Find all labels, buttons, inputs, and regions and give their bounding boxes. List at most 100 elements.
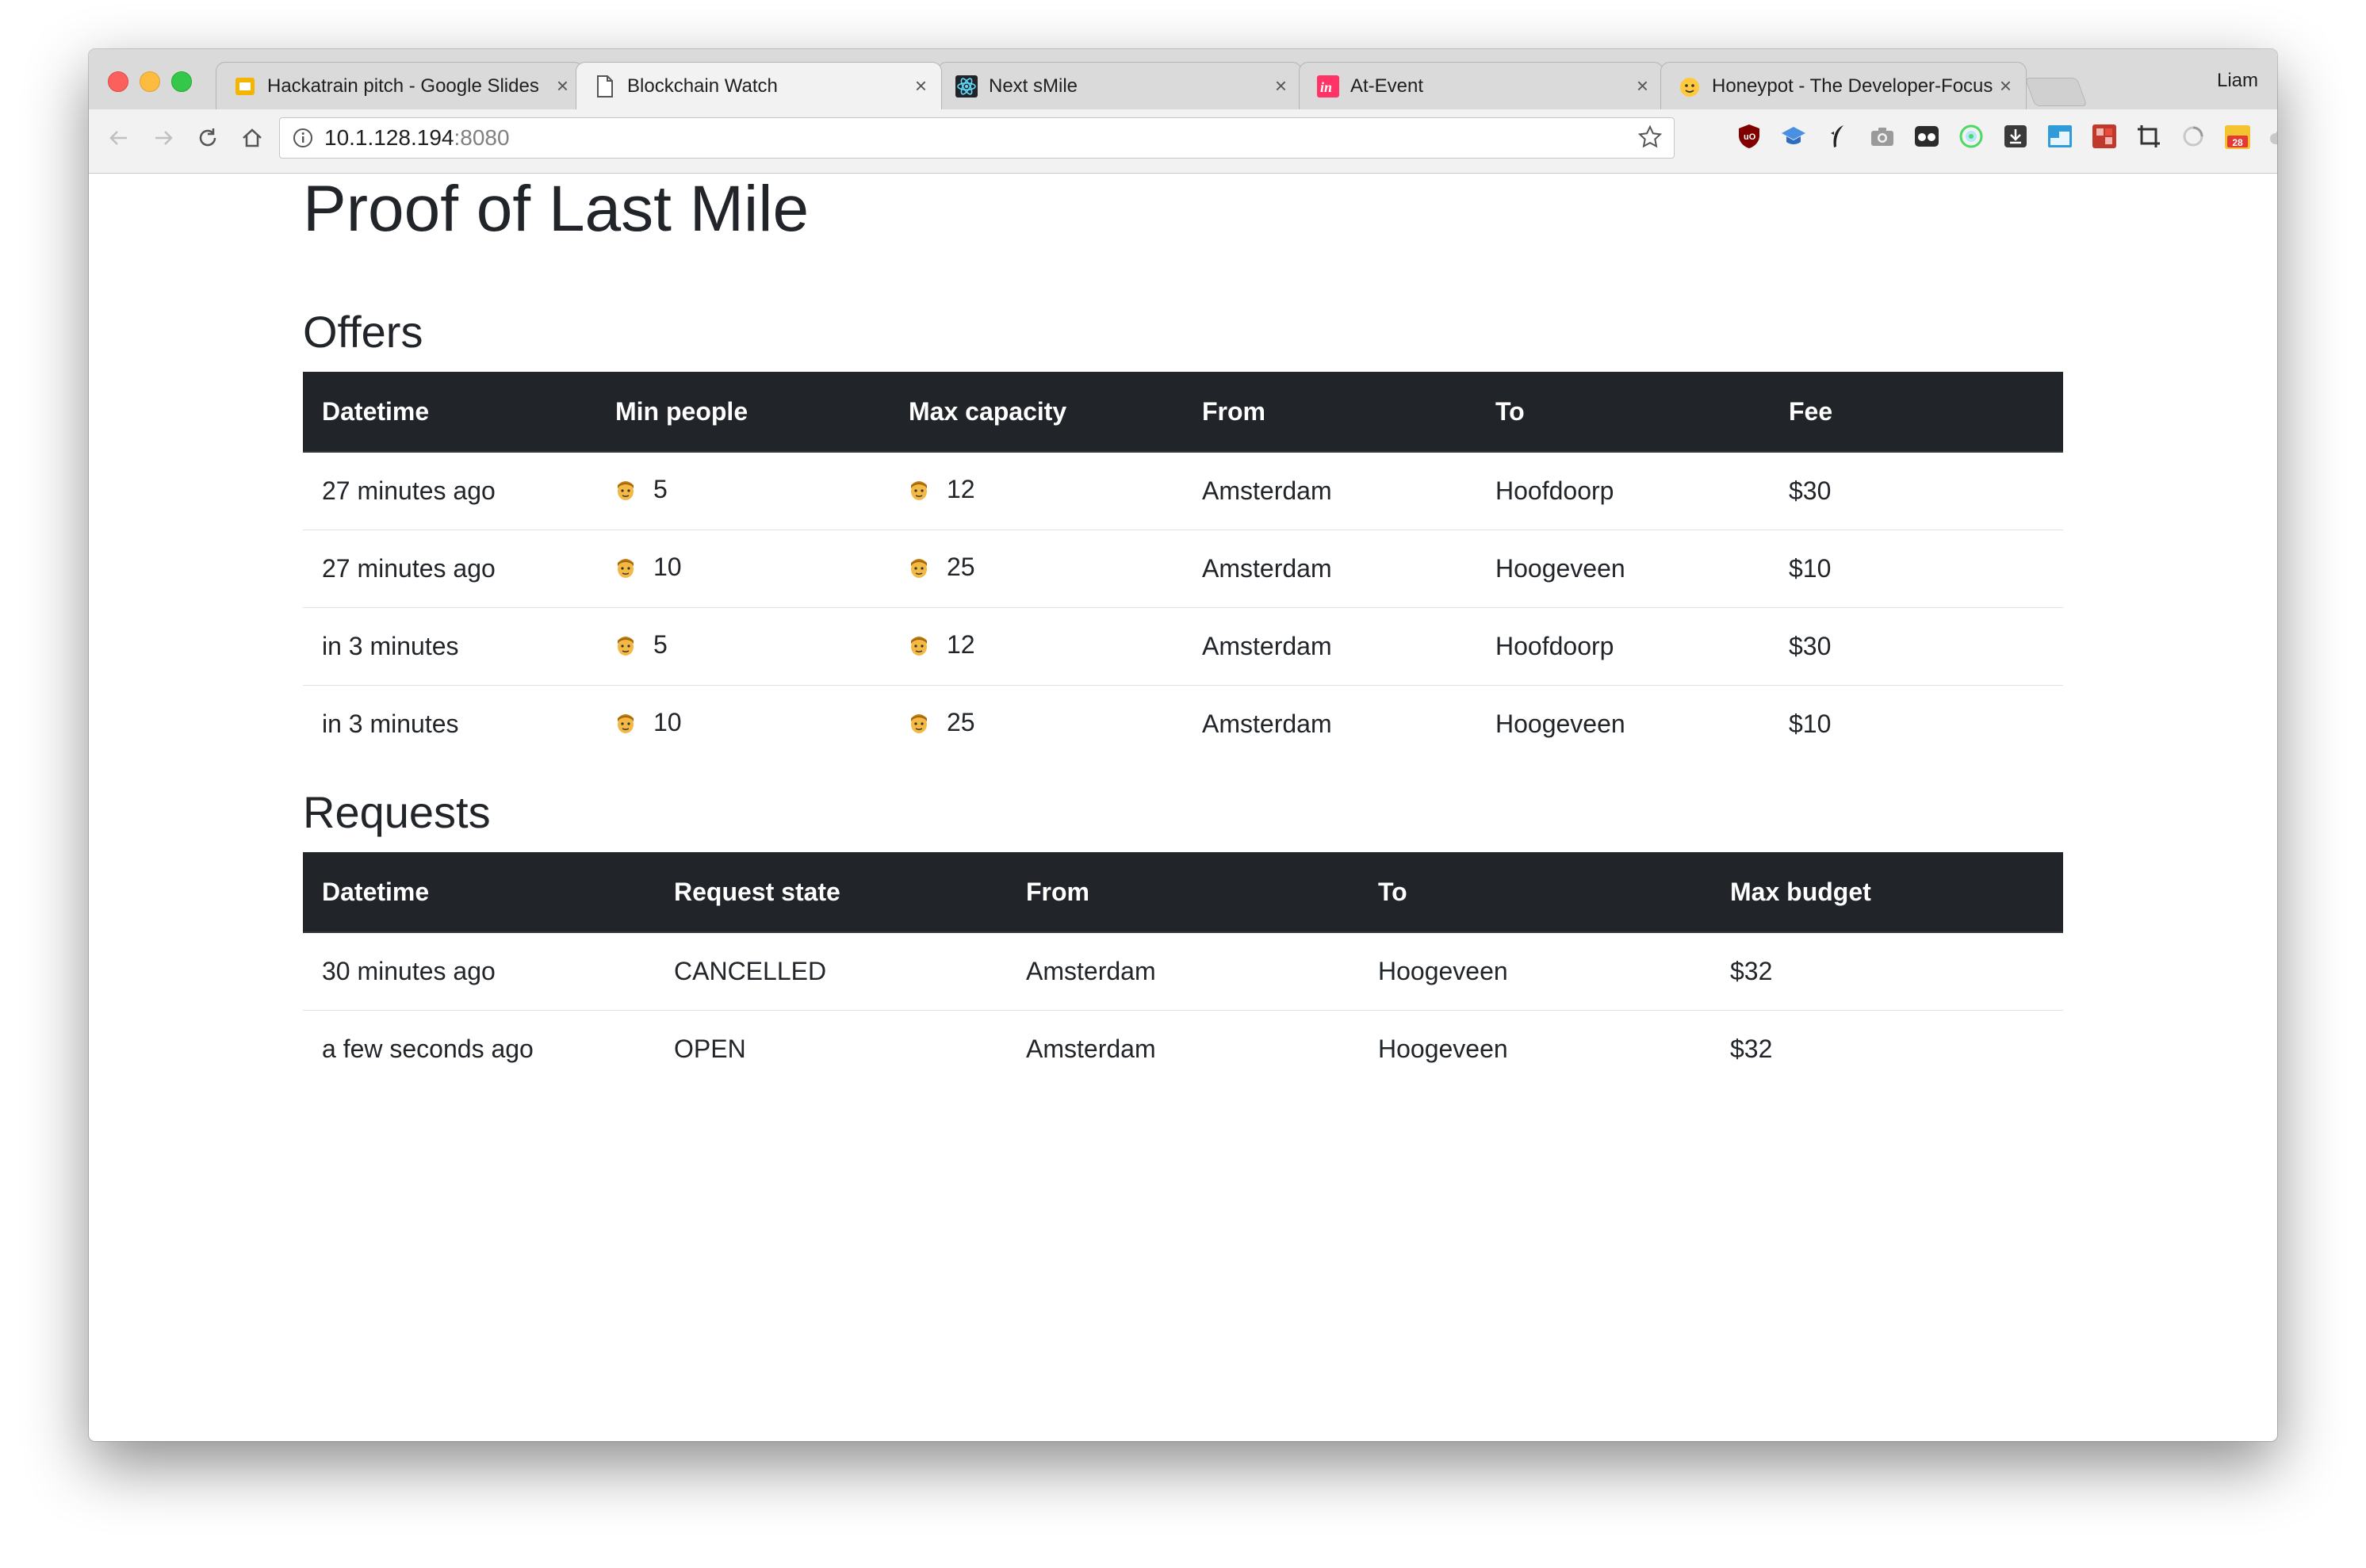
document-icon <box>594 75 616 98</box>
slides-icon <box>234 75 256 98</box>
close-window-button[interactable] <box>108 71 128 92</box>
info-icon[interactable] <box>293 128 313 148</box>
tab-label: Next sMile <box>989 75 1078 97</box>
tab-label: Hackatrain pitch - Google Slides <box>267 75 539 97</box>
ublock-icon[interactable]: uO <box>1735 122 1763 151</box>
request-state-value: CANCELLED <box>674 956 827 985</box>
svg-text:in: in <box>1320 79 1332 95</box>
graduation-cap-icon[interactable] <box>1779 122 1808 151</box>
min-people-value: 5 <box>653 474 668 503</box>
from-cell: Amsterdam <box>1007 932 1359 1010</box>
spinner-icon[interactable] <box>2179 122 2207 151</box>
column-header-request-state: Request state <box>655 852 1007 933</box>
download-icon[interactable] <box>2001 122 2030 151</box>
person-icon <box>615 478 636 507</box>
tab-blockchain-watch[interactable]: Blockchain Watch × <box>576 62 942 109</box>
datetime-value: 27 minutes ago <box>322 476 496 505</box>
tab-close-icon[interactable]: × <box>1999 74 2012 98</box>
window-layout-icon[interactable] <box>2046 122 2074 151</box>
request-state-cell: CANCELLED <box>655 932 1007 1010</box>
address-bar[interactable]: 10.1.128.194:8080 <box>279 117 1675 159</box>
fee-value: $10 <box>1789 553 1832 583</box>
person-icon <box>909 711 929 740</box>
maximize-window-button[interactable] <box>171 71 192 92</box>
invision-icon: in <box>1317 75 1339 98</box>
table-row: a few seconds ago OPEN Amsterdam Hoogeveen $… <box>303 1009 2063 1088</box>
back-button[interactable] <box>101 120 136 155</box>
datetime-value: in 3 minutes <box>322 709 459 738</box>
max-budget-cell: $32 <box>1711 932 2063 1010</box>
puzzle-map-icon[interactable] <box>2090 122 2119 151</box>
requests-heading: Requests <box>303 787 491 837</box>
min-people-cell: 10 <box>596 684 890 763</box>
glasses-icon[interactable] <box>1912 122 1941 151</box>
home-button[interactable] <box>235 120 270 155</box>
max-capacity-cell: 12 <box>890 606 1183 685</box>
from-value: Amsterdam <box>1202 709 1332 738</box>
datetime-value: 30 minutes ago <box>322 956 496 985</box>
min-people-cell: 10 <box>596 529 890 607</box>
column-header-datetime: Datetime <box>303 372 596 453</box>
max-capacity-value: 25 <box>947 707 975 736</box>
datetime-cell: 27 minutes ago <box>303 529 596 607</box>
from-value: Amsterdam <box>1202 553 1332 583</box>
column-header-from: From <box>1007 852 1359 933</box>
tab-close-icon[interactable]: × <box>1636 74 1648 98</box>
tab-at-event[interactable]: in At-Event × <box>1299 62 1663 109</box>
tab-close-icon[interactable]: × <box>1274 74 1287 98</box>
feather-icon[interactable] <box>1824 122 1852 151</box>
request-state-value: OPEN <box>674 1034 746 1063</box>
tab-label: At-Event <box>1350 75 1424 97</box>
calendar-icon[interactable]: 28 <box>2223 122 2252 151</box>
crop-select-icon[interactable] <box>2134 122 2163 151</box>
fee-cell: $10 <box>1770 684 2063 763</box>
from-cell: Amsterdam <box>1007 1009 1359 1088</box>
table-row: 27 minutes ago 5 12 Amsterdam Hoofdoorp $30 <box>303 452 2063 530</box>
tab-label: Blockchain Watch <box>627 75 778 97</box>
request-state-cell: OPEN <box>655 1009 1007 1088</box>
tab-next-smile[interactable]: Next sMile × <box>937 62 1302 109</box>
bookmark-star-icon[interactable] <box>1637 124 1663 155</box>
table-row: in 3 minutes 5 12 Amsterdam Hoofdoorp $30 <box>303 606 2063 685</box>
page-title: Proof of Last Mile <box>303 173 810 245</box>
min-people-cell: 5 <box>596 452 890 530</box>
cloud-icon[interactable] <box>2268 122 2277 151</box>
fee-value: $10 <box>1789 709 1832 738</box>
max-capacity-cell: 25 <box>890 529 1183 607</box>
fee-value: $30 <box>1789 631 1832 660</box>
new-tab-button[interactable] <box>2024 78 2088 106</box>
from-cell: Amsterdam <box>1183 529 1476 607</box>
to-value: Hoofdoorp <box>1495 631 1614 660</box>
offers-header-row: Datetime Min people Max capacity From To… <box>303 372 2063 453</box>
to-value: Hoogeveen <box>1378 1034 1508 1063</box>
tab-close-icon[interactable]: × <box>556 74 569 98</box>
from-cell: Amsterdam <box>1183 606 1476 685</box>
person-icon <box>909 478 929 507</box>
green-circle-icon[interactable] <box>1957 122 1985 151</box>
tab-close-icon[interactable]: × <box>914 74 927 98</box>
tab-hackatrain-pitch[interactable]: Hackatrain pitch - Google Slides × <box>216 62 584 109</box>
person-icon <box>909 633 929 663</box>
profile-name[interactable]: Liam <box>2216 70 2258 91</box>
tab-strip: Hackatrain pitch - Google Slides × Block… <box>89 49 2277 109</box>
tab-label: Honeypot - The Developer-Focused Job Pla… <box>1712 75 1993 97</box>
column-header-min-people: Min people <box>596 372 890 453</box>
forward-button[interactable] <box>146 120 181 155</box>
column-header-max-capacity: Max capacity <box>890 372 1183 453</box>
to-value: Hoogeveen <box>1495 553 1625 583</box>
camera-icon[interactable] <box>1868 122 1897 151</box>
column-header-from: From <box>1183 372 1476 453</box>
tab-honeypot[interactable]: Honeypot - The Developer-Focused Job Pla… <box>1660 62 2027 109</box>
from-value: Amsterdam <box>1026 956 1156 985</box>
reload-button[interactable] <box>190 120 225 155</box>
fee-cell: $30 <box>1770 452 2063 530</box>
table-row: in 3 minutes 10 25 Amsterdam Hoogeveen $10 <box>303 684 2063 763</box>
minimize-window-button[interactable] <box>140 71 160 92</box>
to-cell: Hoogeveen <box>1359 1009 1711 1088</box>
min-people-value: 5 <box>653 629 668 659</box>
to-cell: Hoogeveen <box>1476 529 1770 607</box>
datetime-cell: in 3 minutes <box>303 684 596 763</box>
to-value: Hoogeveen <box>1495 709 1625 738</box>
to-cell: Hoogeveen <box>1359 932 1711 1010</box>
table-row: 27 minutes ago 10 25 Amsterdam Hoogeveen $10 <box>303 529 2063 607</box>
